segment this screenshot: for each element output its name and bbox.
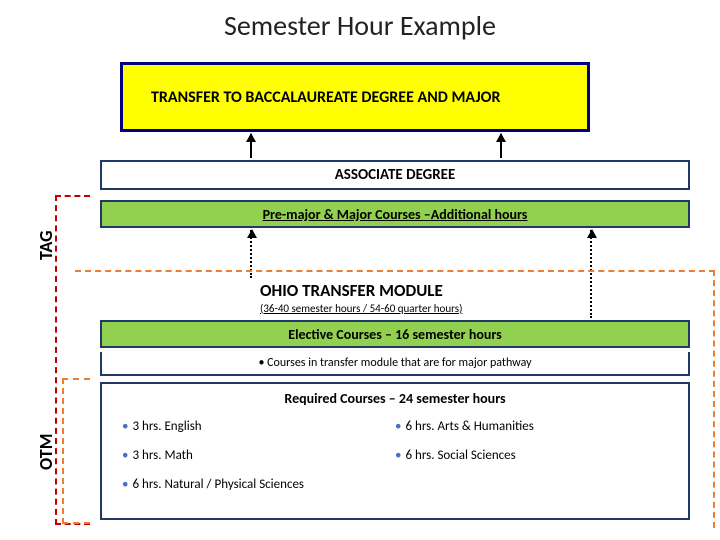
course-text: 3 hrs. Math (132, 448, 192, 463)
elective-note: • Courses in transfer module that are fo… (100, 352, 690, 376)
course-text: 6 hrs. Natural / Physical Sciences (132, 477, 304, 492)
course-text: 3 hrs. English (132, 419, 201, 434)
otm-subtitle: (36-40 semester hours / 54-60 quarter ho… (260, 302, 462, 315)
premajor-box: Pre-major & Major Courses –Additional ho… (100, 200, 690, 228)
course-text: 6 hrs. Arts & Humanities (405, 419, 533, 434)
otm-bracket (62, 378, 90, 524)
course-text: 6 hrs. Social Sciences (405, 448, 515, 463)
required-box: Required Courses – 24 semester hours •3 … (100, 382, 690, 520)
page-title: Semester Hour Example (0, 8, 720, 43)
otm-title: OHIO TRANSFER MODULE (260, 280, 443, 301)
otm-label: OTM (35, 434, 57, 470)
course-grid: •3 hrs. English •6 hrs. Arts & Humanitie… (102, 407, 688, 492)
associate-text: ASSOCIATE DEGREE (335, 166, 456, 184)
arrow-up-right (500, 134, 502, 158)
premajor-text: Pre-major & Major Courses –Additional ho… (263, 206, 528, 223)
arrow-up-left (250, 134, 252, 158)
course-item: •3 hrs. English (122, 419, 395, 434)
course-item: •6 hrs. Natural / Physical Sciences (122, 477, 395, 492)
elective-box: Elective Courses – 16 semester hours (100, 320, 690, 348)
course-item: •3 hrs. Math (122, 448, 395, 463)
course-item: •6 hrs. Arts & Humanities (395, 419, 668, 434)
tag-label: TAG (35, 230, 57, 260)
elective-note-text: • Courses in transfer module that are fo… (258, 356, 531, 370)
required-title: Required Courses – 24 semester hours (102, 384, 688, 407)
associate-box: ASSOCIATE DEGREE (100, 160, 690, 190)
course-item: •6 hrs. Social Sciences (395, 448, 668, 463)
transfer-text: TRANSFER TO BACCALAUREATE DEGREE AND MAJ… (151, 88, 500, 107)
transfer-box: TRANSFER TO BACCALAUREATE DEGREE AND MAJ… (120, 62, 590, 132)
elective-text: Elective Courses – 16 semester hours (288, 326, 502, 343)
